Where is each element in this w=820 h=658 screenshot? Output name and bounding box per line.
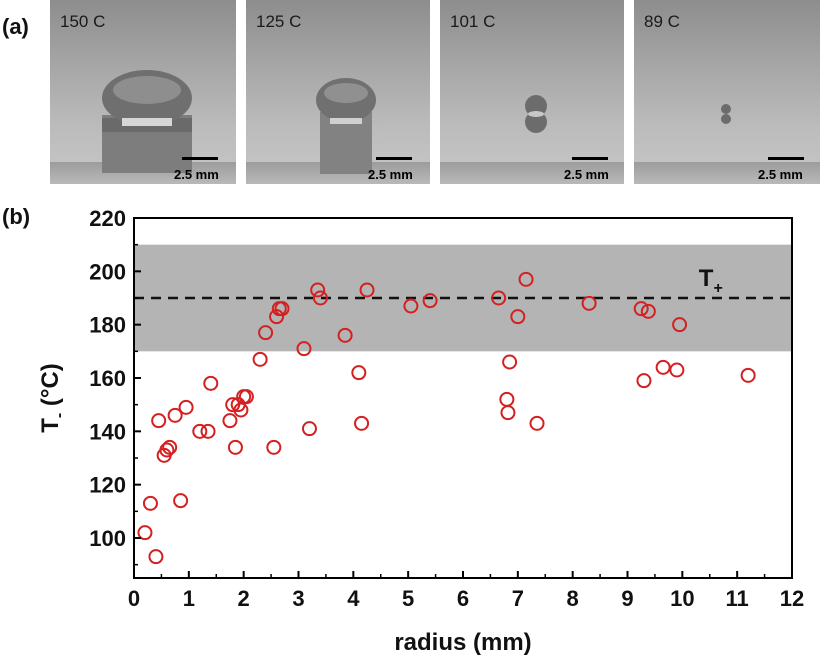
plot-frame (133, 217, 793, 579)
y-tick-label: 160 (89, 366, 126, 391)
panel-a-label: (a) (2, 14, 29, 39)
data-point (274, 301, 290, 317)
data-point (669, 362, 685, 378)
data-point (581, 295, 597, 311)
x-tick-label: 5 (402, 586, 414, 611)
scale-bar (572, 157, 608, 160)
temperature-label: 125 C (256, 12, 302, 31)
x-tick-label: 0 (128, 586, 140, 611)
data-point (162, 439, 178, 455)
data-point (258, 325, 274, 341)
data-point (142, 495, 158, 511)
data-point (529, 415, 545, 431)
temperature-label: 101 C (450, 12, 496, 31)
y-tick-label: 200 (89, 259, 126, 284)
scatter-chart: T+ 0 1 2 3 4 5 6 7 8 9 10 11 12 10012014016018020022… (37, 206, 804, 656)
data-point (266, 439, 282, 455)
scale-label: 2.5 mm (564, 167, 609, 182)
droplet-photo-1: 150 C 2.5 mm (50, 0, 236, 184)
data-point (636, 373, 652, 389)
data-point (403, 298, 419, 314)
droplet-photo-3: 101 C 2.5 mm (440, 0, 624, 184)
y-axis-label: T- (°C) (37, 363, 68, 433)
x-tick-label: 3 (292, 586, 304, 611)
data-point (422, 293, 438, 309)
droplet-photo-4: 89 C 2.5 mm (634, 0, 820, 184)
y-tick-label: 120 (89, 473, 126, 498)
y-axis-ticks: 100 120 140 160 180 200 220 (89, 206, 141, 566)
panel-b-label: (b) (2, 204, 31, 229)
scale-label: 2.5 mm (758, 167, 803, 182)
data-point (137, 525, 153, 541)
data-points (137, 271, 756, 565)
data-point (173, 493, 189, 509)
scale-label: 2.5 mm (174, 167, 219, 182)
data-point (227, 439, 243, 455)
data-point (310, 282, 326, 298)
data-point (159, 442, 175, 458)
temperature-label: 150 C (60, 12, 106, 31)
scale-label: 2.5 mm (368, 167, 413, 182)
scale-bar (768, 157, 804, 160)
data-point (167, 407, 183, 423)
data-point (192, 423, 208, 439)
data-point (312, 290, 328, 306)
surface (634, 162, 820, 184)
data-point (502, 354, 518, 370)
data-point (337, 327, 353, 343)
data-point (500, 405, 516, 421)
reference-line-label: T+ (699, 265, 723, 297)
y-tick-label: 100 (89, 526, 126, 551)
x-tick-label: 2 (238, 586, 250, 611)
droplet-drawing (316, 78, 376, 174)
data-point (351, 365, 367, 381)
x-tick-label: 4 (347, 586, 360, 611)
data-point (655, 359, 671, 375)
data-point (238, 389, 254, 405)
data-point (200, 423, 216, 439)
droplet-drawing (525, 95, 547, 133)
data-point (640, 303, 656, 319)
x-tick-label: 10 (670, 586, 694, 611)
data-point (222, 413, 238, 429)
data-point (301, 421, 317, 437)
y-tick-label: 180 (89, 313, 126, 338)
data-point (296, 341, 312, 357)
scale-bar (376, 157, 412, 160)
x-tick-label: 7 (512, 586, 524, 611)
droplet-drawing (102, 70, 192, 173)
data-point (148, 549, 164, 565)
data-point (499, 391, 515, 407)
droplet-drawing (721, 104, 731, 124)
data-point (178, 399, 194, 415)
data-point (672, 317, 688, 333)
data-point (510, 309, 526, 325)
data-point (491, 290, 507, 306)
data-point (359, 282, 375, 298)
x-tick-label: 6 (457, 586, 469, 611)
data-point (252, 351, 268, 367)
data-point (740, 367, 756, 383)
y-tick-label: 140 (89, 419, 126, 444)
x-tick-label: 9 (621, 586, 633, 611)
temperature-label: 89 C (644, 12, 680, 31)
surface (440, 162, 624, 184)
x-tick-label: 8 (567, 586, 579, 611)
data-point (518, 271, 534, 287)
x-tick-label: 12 (780, 586, 804, 611)
data-point (151, 413, 167, 429)
data-point (203, 375, 219, 391)
x-tick-label: 11 (726, 586, 749, 611)
data-point (633, 301, 649, 317)
scale-bar (182, 157, 218, 160)
data-point (354, 415, 370, 431)
x-tick-label: 1 (183, 586, 195, 611)
x-axis-label: radius (mm) (394, 629, 531, 656)
droplet-photo-2: 125 C 2.5 mm (246, 0, 430, 184)
y-tick-label: 220 (89, 206, 126, 231)
